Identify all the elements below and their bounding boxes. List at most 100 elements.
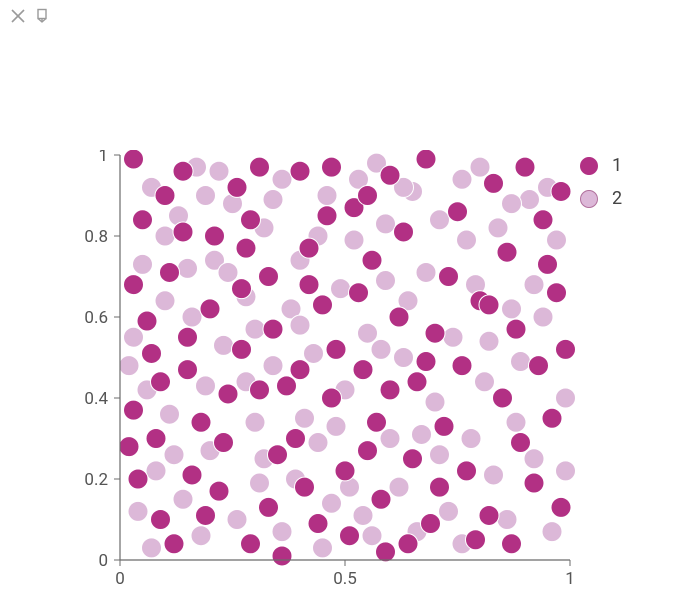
- data-point: [452, 356, 472, 376]
- data-point: [416, 262, 436, 282]
- data-point: [151, 372, 171, 392]
- data-point: [290, 161, 310, 181]
- data-point: [506, 319, 526, 339]
- data-point: [304, 343, 324, 363]
- data-point: [376, 214, 396, 234]
- data-point: [326, 339, 346, 359]
- data-point: [196, 186, 216, 206]
- data-point: [322, 157, 342, 177]
- data-point: [425, 323, 445, 343]
- data-point: [241, 534, 261, 554]
- data-point: [272, 522, 292, 542]
- data-point: [430, 210, 450, 230]
- data-point: [173, 161, 193, 181]
- data-point: [119, 356, 139, 376]
- data-point: [542, 408, 562, 428]
- data-point: [227, 510, 247, 530]
- toolbar: [10, 8, 50, 24]
- data-point: [322, 388, 342, 408]
- data-point: [308, 514, 328, 534]
- legend-label: 2: [612, 188, 622, 209]
- data-point: [160, 404, 180, 424]
- data-point: [439, 267, 459, 287]
- data-point: [178, 327, 198, 347]
- data-point: [250, 157, 270, 177]
- data-point: [142, 538, 162, 558]
- y-tick-label: 1: [98, 150, 108, 166]
- legend-item: 1: [580, 155, 622, 176]
- legend-marker-2: [580, 190, 598, 208]
- data-point: [502, 299, 522, 319]
- close-icon[interactable]: [10, 8, 26, 24]
- data-point: [173, 222, 193, 242]
- data-point: [241, 210, 261, 230]
- scatter-chart: 00.5100.20.40.60.81: [70, 150, 575, 599]
- data-point: [344, 230, 364, 250]
- legend: 1 2: [580, 155, 622, 221]
- data-point: [214, 433, 234, 453]
- data-point: [403, 449, 423, 469]
- data-point: [358, 441, 378, 461]
- data-point: [317, 206, 337, 226]
- data-point: [205, 226, 225, 246]
- data-point: [515, 157, 535, 177]
- data-point: [286, 429, 306, 449]
- data-point: [394, 348, 414, 368]
- data-point: [475, 372, 495, 392]
- data-point: [133, 210, 153, 230]
- data-point: [119, 437, 139, 457]
- data-point: [295, 408, 315, 428]
- data-point: [263, 356, 283, 376]
- data-point: [317, 186, 337, 206]
- data-point: [551, 497, 571, 517]
- data-point: [299, 275, 319, 295]
- data-point: [196, 376, 216, 396]
- download-icon[interactable]: [34, 8, 50, 24]
- data-point: [358, 186, 378, 206]
- data-point: [146, 461, 166, 481]
- data-point: [349, 283, 369, 303]
- data-point: [146, 429, 166, 449]
- data-point: [218, 384, 238, 404]
- data-point: [439, 501, 459, 521]
- data-point: [425, 392, 445, 412]
- data-point: [493, 388, 513, 408]
- data-point: [529, 356, 549, 376]
- data-point: [245, 412, 265, 432]
- data-point: [371, 489, 391, 509]
- data-point: [232, 339, 252, 359]
- data-point: [556, 339, 576, 359]
- data-point: [511, 433, 531, 453]
- y-tick-label: 0: [98, 551, 108, 571]
- x-tick-label: 0.5: [333, 569, 357, 589]
- data-point: [479, 295, 499, 315]
- data-point: [520, 190, 540, 210]
- legend-label: 1: [612, 155, 622, 176]
- data-point: [214, 335, 234, 355]
- data-point: [290, 315, 310, 335]
- data-point: [524, 275, 544, 295]
- data-point: [299, 238, 319, 258]
- data-point: [268, 445, 288, 465]
- data-point: [443, 327, 463, 347]
- data-point: [151, 510, 171, 530]
- data-point: [178, 258, 198, 278]
- data-point: [124, 150, 144, 169]
- data-point: [236, 238, 256, 258]
- data-point: [191, 526, 211, 546]
- data-point: [335, 461, 355, 481]
- data-point: [380, 165, 400, 185]
- data-point: [209, 481, 229, 501]
- data-point: [524, 449, 544, 469]
- data-point: [218, 262, 238, 282]
- data-point: [245, 319, 265, 339]
- data-point: [358, 323, 378, 343]
- data-point: [497, 510, 517, 530]
- data-point: [250, 473, 270, 493]
- data-point: [511, 352, 531, 372]
- data-point: [421, 514, 441, 534]
- data-point: [524, 473, 544, 493]
- chart-svg: 00.5100.20.40.60.81: [70, 150, 575, 595]
- x-tick-label: 1: [565, 569, 575, 589]
- data-point: [313, 538, 333, 558]
